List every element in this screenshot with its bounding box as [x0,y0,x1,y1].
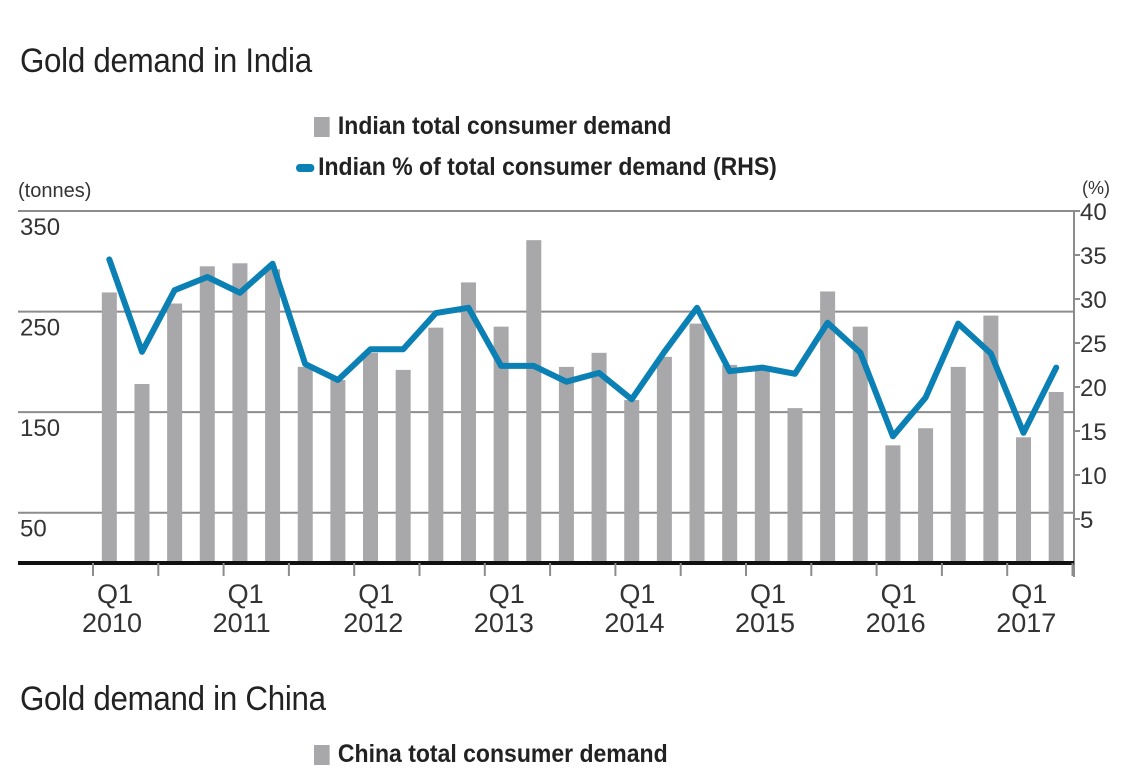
bar [1049,392,1064,563]
x-tick-label-year: 2016 [866,608,926,638]
india-demand-chart: (tonnes) (%) 50 150 250 350 5 10 15 20 25 30 35 40… [0,0,1140,660]
bar [951,367,966,563]
right-tick-label: 5 [1080,507,1093,534]
bar [885,445,900,563]
line-series-pct [109,259,1056,436]
right-tick-label: 20 [1080,375,1107,402]
right-axis-unit: (%) [1082,178,1110,198]
x-tick-label-year: 2011 [213,608,271,638]
bar [167,304,182,563]
bar [592,353,607,563]
x-tick-label-year: 2010 [82,608,142,638]
bar [657,357,672,563]
bar [102,292,117,563]
bar [396,370,411,563]
left-tick-label: 250 [20,315,60,342]
left-tick-label: 350 [20,214,60,241]
bar [559,367,574,563]
right-tick-label: 30 [1080,287,1107,314]
right-tick-label: 10 [1080,463,1107,490]
legend-china-label: China total consumer demand [338,740,668,769]
bar [526,240,541,563]
bar [428,328,443,563]
bar [690,324,705,563]
chart-title-china: Gold demand in China [20,680,326,719]
left-axis-unit: (tonnes) [18,180,91,202]
x-tick-label-quarter: Q1 [228,579,264,609]
x-tick-label-quarter: Q1 [750,579,786,609]
right-tick-label: 25 [1080,331,1107,358]
x-tick-label-year: 2017 [996,608,1056,638]
bar [298,367,313,563]
x-tick-label-quarter: Q1 [1011,579,1047,609]
bar [918,428,933,563]
bar [200,266,215,563]
x-tick-label-year: 2014 [604,608,664,638]
bar [1016,437,1031,563]
bar [330,380,345,563]
x-tick-label-quarter: Q1 [881,579,917,609]
x-tick-label-year: 2015 [735,608,795,638]
bar [787,408,802,563]
x-tick-label-quarter: Q1 [619,579,655,609]
right-tick-label: 15 [1080,419,1107,446]
bar [755,370,770,563]
bar [232,263,247,563]
right-tick-label: 40 [1080,199,1107,226]
bar [722,365,737,563]
legend-item-china-bar: China total consumer demand [314,740,668,769]
x-tick-label-quarter: Q1 [358,579,394,609]
right-tick-label: 35 [1080,243,1107,270]
legend-china-swatch-icon [314,745,330,765]
x-axis: Q12010Q12011Q12012Q12013Q12014Q12015Q120… [18,563,1074,638]
bar [624,400,639,563]
bar [134,384,149,563]
x-tick-label-quarter: Q1 [489,579,525,609]
x-tick-label-quarter: Q1 [97,579,133,609]
bar [363,353,378,563]
left-axis-ticks: 50 150 250 350 [20,214,60,543]
left-tick-label: 50 [20,516,47,543]
x-tick-label-year: 2013 [474,608,534,638]
bar [265,269,280,563]
x-tick-label-year: 2012 [343,608,403,638]
right-axis: 5 10 15 20 25 30 35 40 [1074,199,1107,577]
bar [461,282,476,563]
left-tick-label: 150 [20,415,60,442]
